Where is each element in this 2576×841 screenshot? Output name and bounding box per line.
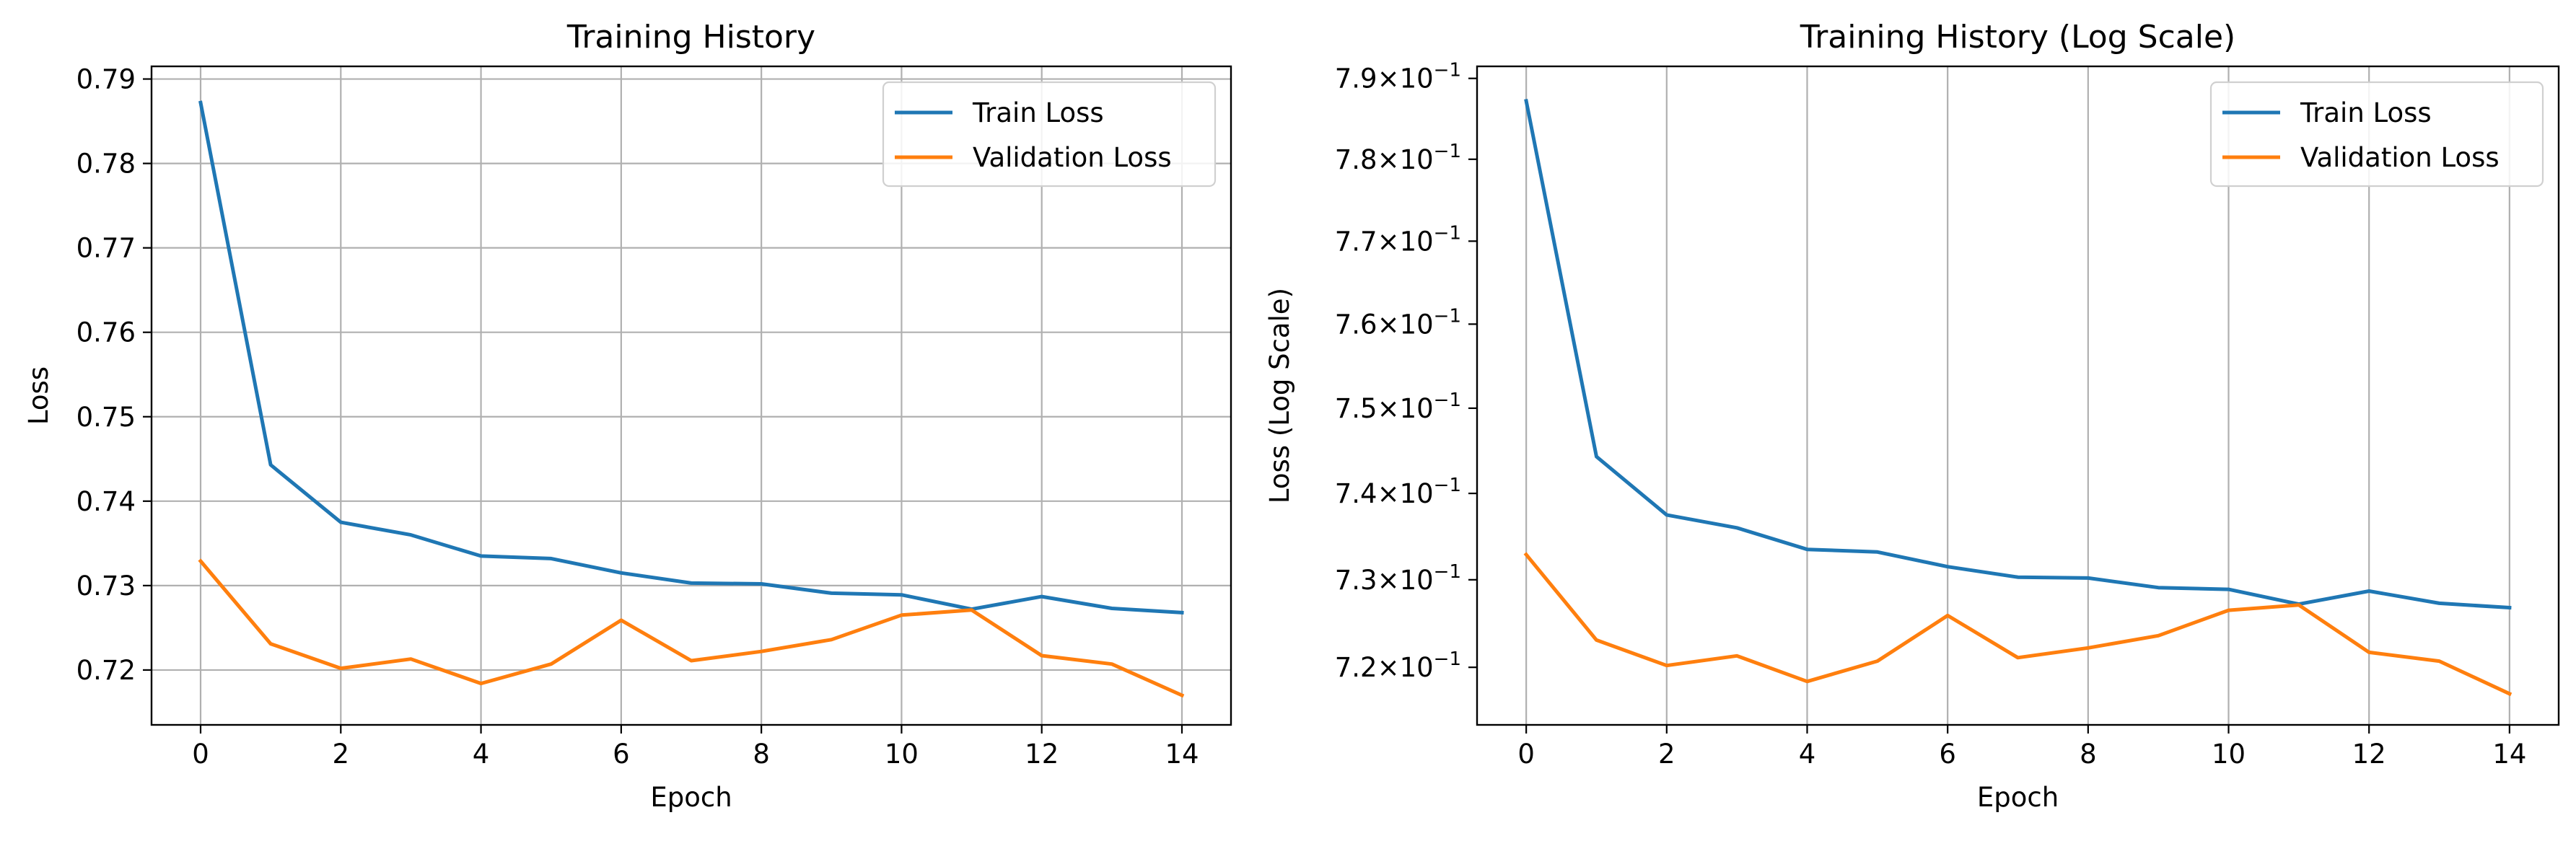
chart-training-history: 0 2 4 6 8 10 12 14 0.72 0.73 0.74 0.75 0.76 0.77 0.78 0… bbox=[23, 19, 1232, 813]
y-tick-label: 7.7×10−1 bbox=[1335, 222, 1461, 257]
x-tick-label: 4 bbox=[1799, 739, 1816, 770]
x-axis-label: Epoch bbox=[650, 782, 732, 813]
x-tick-label: 14 bbox=[1165, 739, 1199, 770]
chart-title: Training History bbox=[566, 19, 815, 56]
y-axis-label: Loss bbox=[23, 366, 54, 425]
x-tick-label: 8 bbox=[2080, 739, 2097, 770]
x-tick-label: 2 bbox=[1658, 739, 1675, 770]
legend-label: Train Loss bbox=[2300, 97, 2432, 128]
x-axis-label: Epoch bbox=[1977, 782, 2059, 813]
legend-label: Train Loss bbox=[972, 97, 1104, 128]
y-tick-label: 0.72 bbox=[76, 655, 136, 686]
y-tick-label: 7.2×10−1 bbox=[1335, 648, 1461, 683]
x-tick-label: 10 bbox=[2212, 739, 2246, 770]
x-tick-label: 12 bbox=[1025, 739, 1059, 770]
legend-box bbox=[2209, 81, 2544, 188]
y-tick-label: 7.9×10−1 bbox=[1335, 60, 1461, 94]
legend-label: Validation Loss bbox=[973, 142, 1172, 173]
x-tick-label: 4 bbox=[473, 739, 490, 770]
x-tick-label: 6 bbox=[1939, 739, 1956, 770]
y-tick-label: 7.3×10−1 bbox=[1335, 561, 1461, 596]
y-tick-label: 0.75 bbox=[76, 402, 136, 433]
x-tick-label: 0 bbox=[192, 739, 209, 770]
y-tick-label: 0.78 bbox=[76, 149, 136, 180]
y-tick-label: 7.8×10−1 bbox=[1335, 141, 1461, 175]
x-tick-label: 6 bbox=[613, 739, 630, 770]
y-tick-label: 7.5×10−1 bbox=[1335, 389, 1461, 424]
y-tick-label: 0.76 bbox=[76, 317, 136, 348]
y-tick-label: 7.6×10−1 bbox=[1335, 305, 1461, 340]
chart-training-history-log: 0 2 4 6 8 10 12 14 7.2×10−1 7.3×10−1 7.4×10−1 7.5×1… bbox=[1264, 19, 2560, 813]
x-tick-label: 0 bbox=[1517, 739, 1535, 770]
x-tick-label: 14 bbox=[2492, 739, 2526, 770]
y-tick-label: 0.74 bbox=[76, 486, 136, 517]
x-tick-label: 12 bbox=[2352, 739, 2386, 770]
axes-frame bbox=[1476, 65, 2560, 726]
legend-label: Validation Loss bbox=[2300, 142, 2500, 173]
y-axis-label: Loss (Log Scale) bbox=[1264, 288, 1295, 503]
legend-box bbox=[882, 81, 1217, 188]
series-line-train-loss bbox=[1524, 98, 2512, 610]
y-tick-label: 0.77 bbox=[76, 233, 136, 264]
y-tick-label: 7.4×10−1 bbox=[1335, 475, 1461, 509]
series-line-validation-loss bbox=[1523, 552, 2513, 697]
y-tick-label: 0.73 bbox=[76, 571, 136, 602]
x-tick-label: 8 bbox=[753, 739, 770, 770]
chart-title: Training History (Log Scale) bbox=[1800, 19, 2235, 56]
series-line-train-loss bbox=[198, 100, 1184, 615]
series-line-validation-loss bbox=[198, 558, 1185, 698]
x-tick-label: 10 bbox=[885, 739, 919, 770]
x-tick-label: 2 bbox=[333, 739, 350, 770]
y-tick-label: 0.79 bbox=[76, 64, 136, 95]
axes-frame bbox=[150, 65, 1232, 726]
